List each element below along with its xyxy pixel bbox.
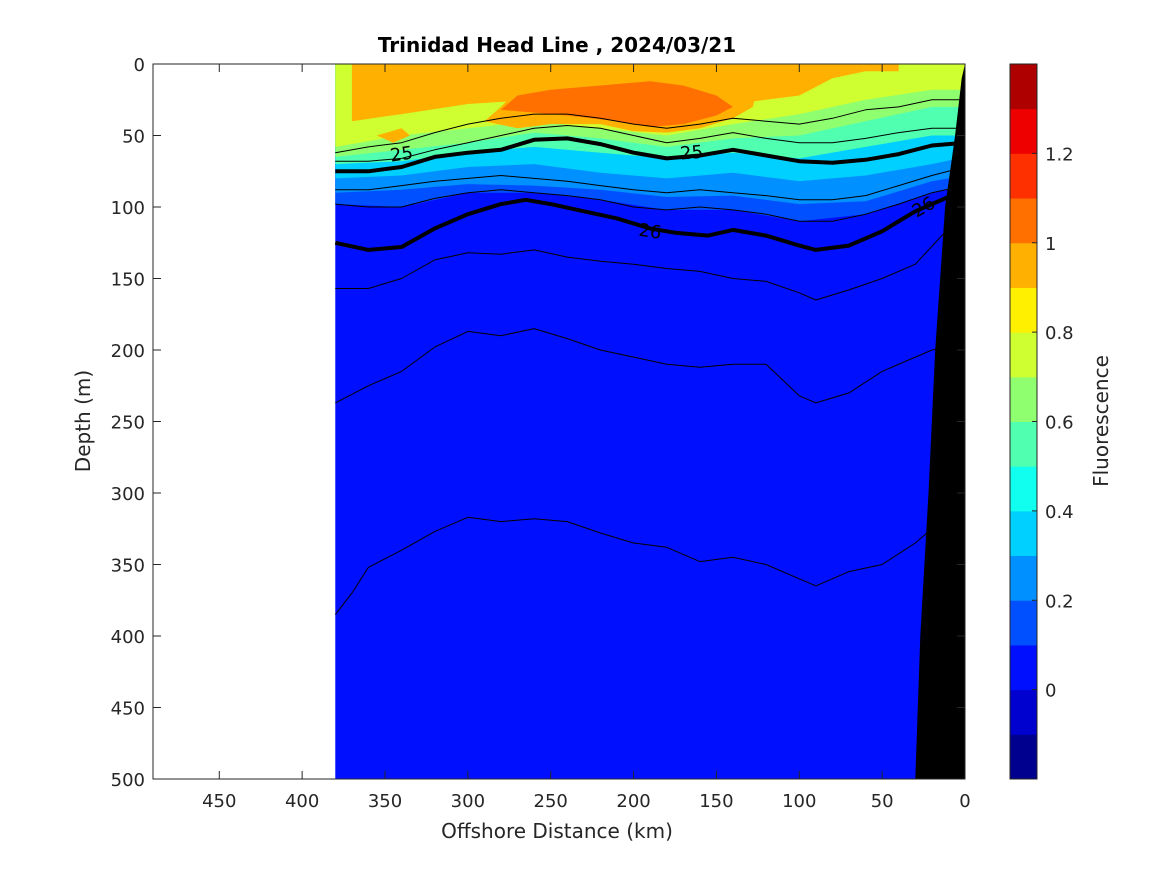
y-tick-label: 450 [111, 699, 145, 720]
density-contour-5 [335, 166, 965, 201]
x-tick-label: 350 [368, 791, 402, 812]
y-tick-label: 150 [111, 270, 145, 291]
x-tick-label: 200 [616, 791, 650, 812]
colorbar-ticks: 0 0.2 0.4 0.6 0.8 1 1.2 [1032, 144, 1074, 702]
colorbar-level-0 [1010, 734, 1037, 780]
x-tick-label: 150 [699, 791, 733, 812]
colorbar-tick-label: 1 [1045, 234, 1056, 255]
fluorescence-layers [335, 64, 965, 779]
y-tick-label: 300 [111, 484, 145, 505]
density-contours [334, 99, 965, 615]
fluor-patch [376, 128, 410, 143]
plot-area [334, 64, 965, 779]
colorbar-level-7 [1010, 421, 1037, 467]
density-contour-8 [335, 99, 965, 154]
density-contour-6 [335, 185, 965, 222]
y-tick-label: 200 [111, 341, 145, 362]
colorbar-tick-label: 0.2 [1045, 591, 1074, 612]
x-axis-label: Offshore Distance (km) [441, 819, 673, 843]
colorbar-level-1 [1010, 689, 1037, 735]
colorbar-level-12 [1010, 198, 1037, 244]
colorbar-tick-label: 0.4 [1045, 502, 1074, 523]
colorbar-tick-label: 0 [1045, 681, 1056, 702]
colorbar-tick-label: 0.6 [1045, 413, 1074, 434]
colorbar-level-2 [1010, 644, 1037, 691]
colorbar-level-3 [1010, 600, 1037, 646]
x-tick-label: 250 [534, 791, 568, 812]
density-contour-2 [335, 228, 949, 301]
colorbar-level-10 [1010, 287, 1037, 333]
shelf-bathymetry [915, 64, 965, 779]
colorbar-level-8 [1010, 376, 1037, 422]
x-tick-label: 300 [451, 791, 485, 812]
y-axis-ticks: 0 50 100 150 200 250 300 350 400 450 500 [111, 55, 965, 791]
y-tick-label: 250 [111, 413, 145, 434]
colorbar-level-6 [1010, 466, 1037, 512]
y-axis-label: Depth (m) [71, 370, 95, 472]
x-axis-ticks: 450 400 350 300 250 200 150 100 50 0 [202, 64, 971, 812]
y-tick-label: 100 [111, 198, 145, 219]
colorbar [1009, 63, 1038, 780]
colorbar-tick-label: 0.8 [1045, 323, 1074, 344]
density-contour-1 [334, 195, 950, 252]
contour-label-0: 25 [389, 143, 415, 167]
contour-label-2: 26 [637, 220, 663, 244]
colorbar-tick-label: 1.2 [1045, 144, 1074, 165]
y-tick-label: 0 [134, 55, 145, 76]
density-contour-7 [335, 125, 965, 162]
x-tick-label: 400 [285, 791, 319, 812]
x-tick-label: 100 [782, 791, 816, 812]
density-contour-4 [334, 514, 949, 615]
colorbar-level-13 [1010, 153, 1037, 199]
colorbar-level-4 [1010, 555, 1037, 601]
contour-label-1: 25 [679, 142, 704, 165]
colorbar-level-9 [1010, 332, 1037, 378]
y-tick-label: 500 [111, 770, 145, 791]
y-tick-label: 400 [111, 627, 145, 648]
colorbar-label: Fluorescence [1089, 355, 1113, 487]
y-tick-label: 350 [111, 556, 145, 577]
chart-title: Trinidad Head Line , 2024/03/21 [378, 33, 736, 57]
colorbar-level-5 [1010, 510, 1037, 557]
density-contour-3 [335, 328, 965, 404]
colorbar-level-15 [1010, 64, 1037, 110]
y-tick-label: 50 [122, 127, 145, 148]
colorbar-level-11 [1010, 242, 1037, 288]
x-tick-label: 0 [959, 791, 970, 812]
x-tick-label: 450 [202, 791, 236, 812]
colorbar-level-14 [1010, 108, 1037, 154]
fluor-core-9 [501, 81, 733, 127]
x-tick-label: 50 [871, 791, 894, 812]
density-contour-0 [335, 136, 965, 174]
